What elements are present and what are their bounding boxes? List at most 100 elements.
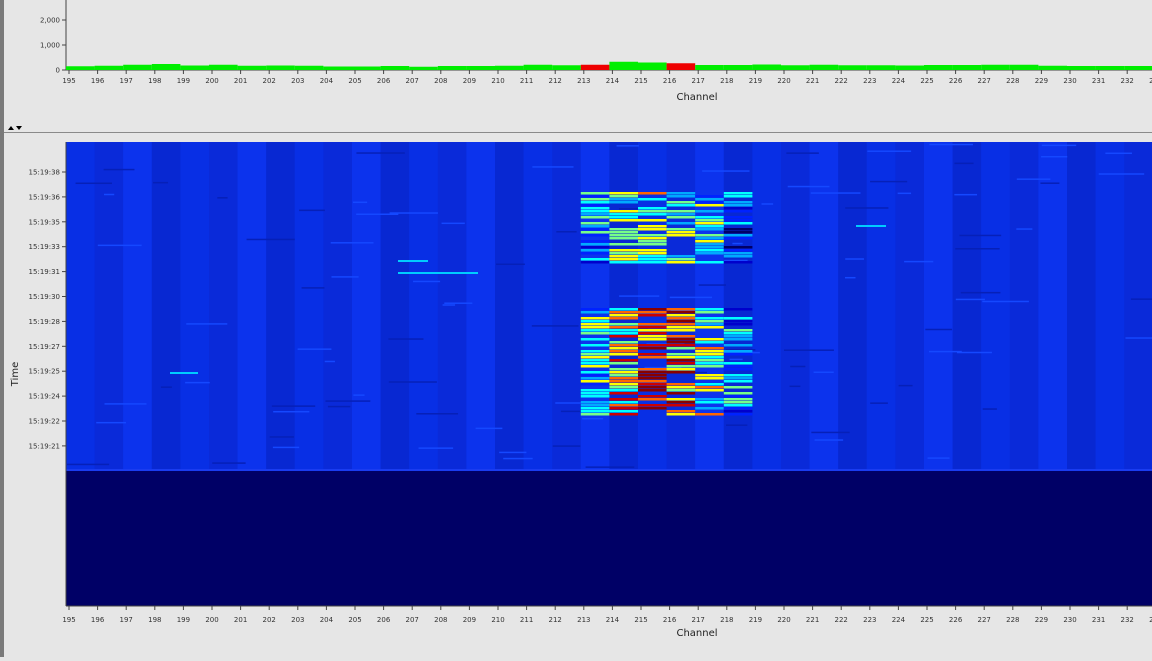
heatmap-cell-217 (695, 350, 724, 353)
heatmap-col-227 (981, 142, 1010, 470)
heatmap-cell-216 (666, 392, 696, 395)
heatmap-cell-214 (609, 341, 638, 344)
heat-x-tick-label: 195 (62, 616, 75, 624)
heatmap-cell-215 (638, 386, 667, 389)
heatmap-cell-218 (723, 407, 753, 410)
heatmap-noise (532, 166, 574, 168)
heatmap-col-200 (209, 142, 238, 470)
heatmap-noise (761, 203, 774, 205)
heatmap-cell-213 (580, 350, 610, 353)
heatmap-cell-216 (666, 258, 696, 261)
bar-x-tick-label: 198 (148, 77, 161, 85)
panel-splitter[interactable] (4, 124, 1152, 136)
heat-x-tick-label: 222 (835, 616, 848, 624)
heatmap-cell-213 (580, 252, 610, 255)
heatmap-cell-213 (580, 231, 610, 234)
heatmap-noise (96, 421, 126, 424)
heatmap-noise (898, 384, 913, 387)
heatmap-cell-218 (723, 255, 753, 258)
heatmap-noise (1125, 337, 1152, 339)
heatmap-cell-213 (580, 311, 610, 314)
heatmap-cell-215 (638, 332, 667, 335)
heatmap-cell-215 (638, 383, 667, 386)
heatmap-cell-218 (723, 210, 753, 213)
heatmap-cell-215 (638, 314, 667, 317)
bar-204 (323, 66, 352, 70)
heatmap-cell-214 (609, 216, 638, 219)
heatmap-cell-215 (638, 308, 667, 311)
bar-x-tick-label: 226 (949, 77, 963, 85)
heatmap-noise (418, 447, 454, 449)
heatmap-cell-214 (609, 332, 638, 335)
heat-x-tick-label: 199 (177, 616, 190, 624)
heatmap-cell-214 (609, 314, 638, 317)
heat-y-axis-label: Time (10, 362, 21, 387)
heat-x-axis-label: Channel (676, 628, 717, 639)
bar-plot-area (66, 0, 1152, 70)
heatmap-col-205 (352, 142, 381, 470)
heat-x-tick-label: 205 (348, 616, 361, 624)
heatmap-noise (955, 248, 1000, 250)
bar-x-tick-label: 222 (835, 77, 848, 85)
heatmap-cell-215 (638, 249, 667, 252)
bar-215 (638, 62, 667, 70)
heatmap-cell-213 (580, 389, 610, 392)
heatmap-cell-218 (723, 338, 753, 341)
heatmap-cell-218 (723, 308, 753, 311)
heatmap-cell-218 (723, 222, 753, 225)
heatmap-cell-216 (666, 344, 696, 347)
heatmap-noise (503, 457, 533, 460)
heatmap-noise (954, 162, 974, 165)
heatmap-cell-217 (695, 341, 724, 344)
heatmap-cell-218 (723, 207, 753, 210)
bar-x-tick-label: 209 (463, 77, 476, 85)
heatmap-cell-216 (666, 353, 696, 356)
heatmap-cell-218 (723, 374, 753, 377)
bar-x-tick-label: 206 (377, 77, 391, 85)
heatmap-cell-217 (695, 356, 724, 359)
heatmap-cell-215 (638, 219, 667, 222)
heatmap-noise (619, 295, 660, 297)
heatmap-cell-213 (580, 392, 610, 395)
heat-x-tick-label: 225 (920, 616, 933, 624)
heatmap-cell-217 (695, 326, 724, 329)
bar-195 (66, 66, 95, 70)
heatmap-cell-214 (609, 344, 638, 347)
heatmap-cell-215 (638, 261, 667, 264)
heatmap-cell-218 (723, 410, 753, 413)
heatmap-cell-217 (695, 323, 724, 326)
heatmap-cell-213 (580, 243, 610, 246)
heatmap-noise (784, 349, 834, 351)
bar-227 (981, 64, 1010, 70)
splitter-line (4, 132, 1152, 133)
heatmap-noise (1041, 155, 1068, 158)
heatmap-noise (356, 213, 399, 216)
heat-x-tick-label: 224 (892, 616, 906, 624)
heatmap-cell-216 (666, 255, 696, 258)
heat-x-tick-label: 226 (949, 616, 963, 624)
heatmap-col-214 (609, 142, 638, 470)
heatmap-cell-215 (638, 258, 667, 261)
heatmap-cell-213 (580, 362, 610, 365)
heatmap-cell-218 (723, 362, 753, 365)
heatmap-cell-214 (609, 228, 638, 231)
heatmap-noise (867, 150, 912, 152)
heatmap-cell-214 (609, 368, 638, 371)
splitter-arrows-icon[interactable] (6, 124, 26, 132)
heatmap-cell-215 (638, 338, 667, 341)
heat-x-tick-label: 206 (377, 616, 391, 624)
heat-x-tick-label: 231 (1092, 616, 1105, 624)
heatmap-noise (725, 424, 748, 426)
heatmap-cell-214 (609, 249, 638, 252)
heatmap-noise (844, 276, 856, 279)
heatmap-cell-214 (609, 389, 638, 392)
bar-x-tick-label: 213 (577, 77, 590, 85)
heatmap-noise (352, 201, 368, 204)
heatmap-cell-217 (695, 377, 724, 380)
heatmap-noise (618, 208, 650, 210)
bar-x-tick-label: 204 (320, 77, 334, 85)
heat-x-tick-label: 200 (205, 616, 218, 624)
bar-x-tick-label: 231 (1092, 77, 1105, 85)
heatmap-noise (959, 234, 1002, 237)
bar-202 (266, 65, 295, 70)
